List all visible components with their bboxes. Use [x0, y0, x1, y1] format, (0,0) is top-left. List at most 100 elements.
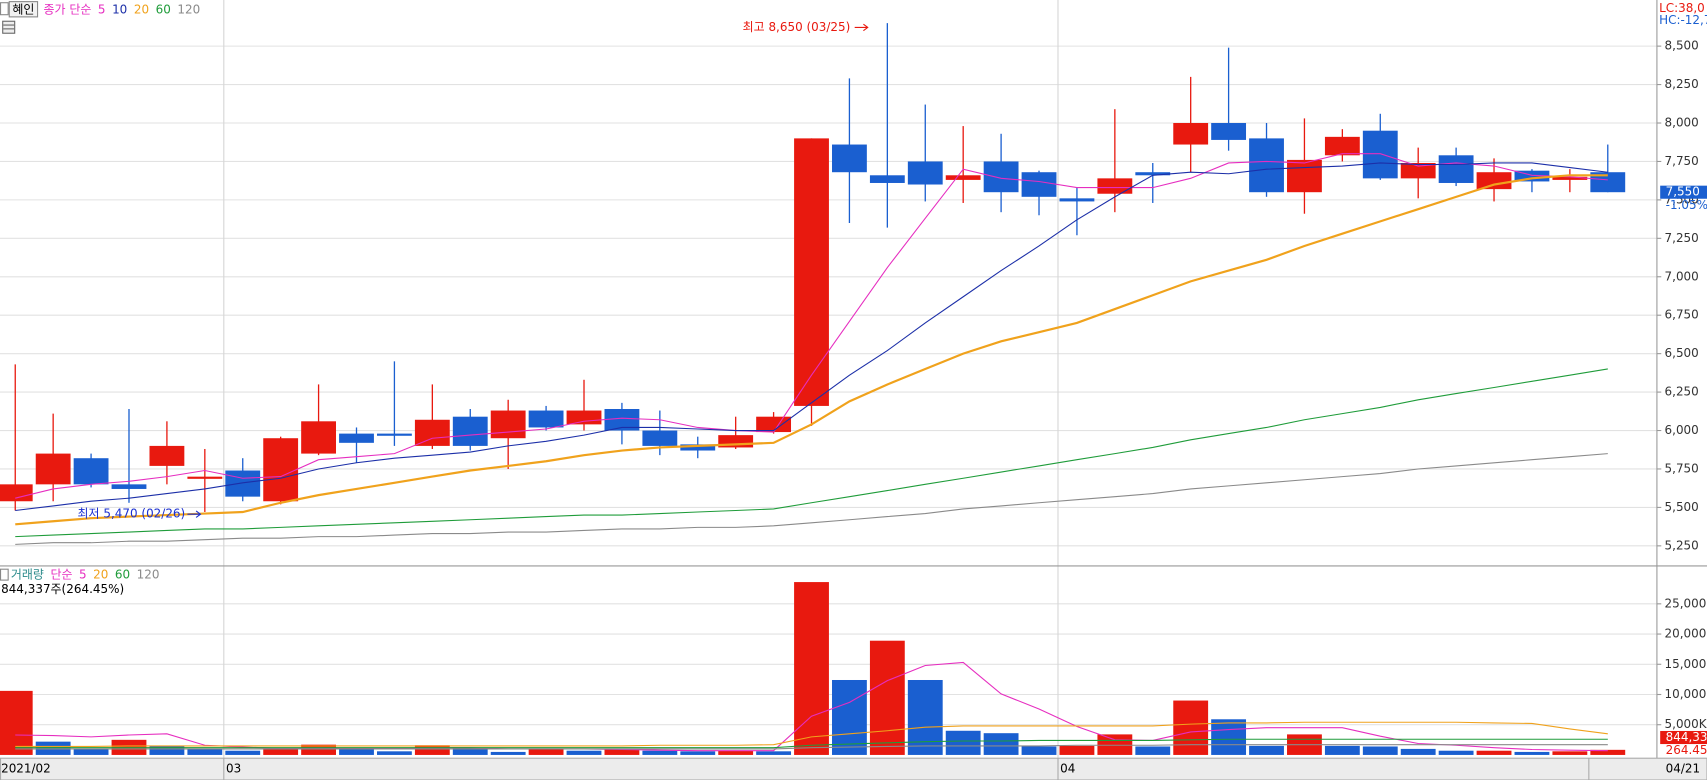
- candle-body: [263, 438, 299, 502]
- candle-body: [35, 453, 71, 485]
- volume-bar: [604, 748, 640, 755]
- volume-change-label: 264.45%: [1666, 743, 1707, 757]
- volume-bar: [907, 679, 943, 755]
- button[interactable]: [8, 1, 39, 18]
- legend-title: 거래량: [11, 568, 44, 582]
- volume-bar: [1021, 746, 1057, 755]
- volume-bar: [263, 748, 299, 755]
- volume-bar: [566, 750, 602, 755]
- volume-bar: [149, 745, 185, 755]
- ma-line: [15, 721, 1608, 747]
- candle-body: [1211, 123, 1247, 140]
- candle-body: [1287, 159, 1322, 193]
- volume-bar: [0, 690, 33, 755]
- legend-entry: 5: [98, 2, 106, 16]
- last-price-box: [1660, 185, 1707, 199]
- legend-entry: 5: [79, 568, 87, 582]
- last-volume-box: [1660, 730, 1707, 745]
- candle-body: [604, 409, 640, 431]
- volume-bar: [1097, 734, 1133, 755]
- volume-bar: [1400, 748, 1436, 755]
- candle-body: [1590, 172, 1626, 193]
- candle-body: [1021, 172, 1057, 197]
- y-tick-label: 6,750: [1665, 308, 1699, 322]
- volume-bar: [528, 749, 564, 755]
- candle-body: [756, 416, 792, 433]
- price-plot: [0, 23, 1626, 545]
- volume-bar: [376, 751, 412, 755]
- candle-body: [1476, 172, 1512, 190]
- legend-entry: 10: [112, 2, 127, 16]
- candle-body: [945, 175, 981, 180]
- volume-bar: [1438, 750, 1474, 755]
- change-label: -1.05%: [1666, 198, 1707, 212]
- annotation-arrow: [187, 510, 202, 518]
- ma-line: [15, 738, 1608, 749]
- candle-body: [490, 410, 526, 439]
- legend-title: 단순: [50, 568, 72, 582]
- y-tick-label: 7,750: [1665, 154, 1699, 168]
- y-tick-label: 20,000K: [1665, 627, 1707, 641]
- volume-bar: [1552, 751, 1588, 755]
- legend-title: 종가 단순: [44, 2, 92, 16]
- volume-bar: [187, 749, 223, 755]
- toggle-box[interactable]: [0, 568, 9, 581]
- y-tick-label: 5,250: [1665, 538, 1699, 552]
- candle-body: [339, 433, 374, 443]
- candle-body: [414, 419, 450, 446]
- candle-body: [1400, 162, 1436, 179]
- last-volume-label: 844,337: [1666, 730, 1707, 744]
- candle-body: [907, 161, 943, 185]
- y-tick-label: 10,000K: [1665, 687, 1707, 701]
- volume-bar: [1211, 719, 1247, 755]
- volume-bar: [832, 679, 867, 755]
- candle-body: [225, 470, 261, 497]
- candle-body: [1324, 136, 1360, 156]
- x-tick-label: 04: [1060, 762, 1075, 776]
- candle-body: [376, 433, 412, 436]
- candle-body: [0, 484, 33, 502]
- last-price-label: 7,550: [1666, 185, 1700, 199]
- y-tick-label: 5,000K: [1665, 717, 1707, 731]
- volume-info: 844,337주(264.45%): [1, 582, 124, 596]
- y-tick-label: 6,000: [1665, 423, 1699, 437]
- volume-bar: [1059, 745, 1095, 755]
- volume-bar: [73, 749, 109, 755]
- x-tick-label: 2021/02: [1, 762, 51, 776]
- corner-label: HC:-12,7: [1659, 13, 1707, 27]
- volume-bar: [1476, 750, 1512, 755]
- candle-body: [1059, 198, 1095, 202]
- candle-body: [1173, 123, 1209, 145]
- ma-line: [15, 453, 1608, 545]
- annotation-arrow: [854, 23, 869, 32]
- volume-bar: [1590, 749, 1626, 755]
- corner-label: LC:38,0: [1659, 1, 1705, 15]
- candle-body: [1362, 130, 1398, 179]
- candle-body: [642, 430, 678, 446]
- y-tick-label: 25,000K: [1665, 596, 1707, 610]
- annotation-low: 최저 5,470 (02/26): [78, 507, 186, 521]
- candle-body: [1514, 170, 1550, 182]
- candle-body: [1249, 138, 1284, 193]
- legend-entry: 60: [115, 568, 130, 582]
- annotation-high: 최고 8,650 (03/25): [743, 20, 851, 34]
- ma-line: [15, 744, 1608, 750]
- toggle-box[interactable]: [0, 2, 9, 16]
- legend-entry: 120: [177, 2, 200, 16]
- y-tick-label: 5,500: [1665, 500, 1699, 514]
- calendar-icon[interactable]: [2, 20, 16, 34]
- ma-line: [15, 661, 1608, 752]
- volume-bar: [983, 733, 1019, 755]
- x-tick-label: 04/21: [1666, 762, 1700, 776]
- volume-bar: [718, 750, 754, 755]
- y-tick-label: 7,250: [1665, 231, 1699, 245]
- candle-body: [187, 476, 223, 479]
- legend-entry: 60: [156, 2, 171, 16]
- y-tick-label: 8,500: [1665, 39, 1699, 53]
- button-label[interactable]: 혜인: [12, 2, 34, 16]
- volume-bar: [642, 750, 678, 755]
- y-tick-label: 6,250: [1665, 385, 1699, 399]
